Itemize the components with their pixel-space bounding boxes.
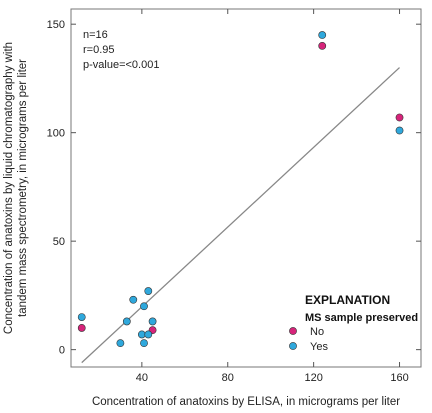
point-yes-9 <box>148 317 157 326</box>
x-tick-label-160: 160 <box>390 372 408 384</box>
tick-labels: 40 80 120 160 0 50 100 150 <box>47 19 409 384</box>
data-points <box>77 31 404 348</box>
y-tick-label-0: 0 <box>59 345 65 357</box>
point-yes-8 <box>144 287 153 295</box>
point-yes-6 <box>140 302 148 311</box>
point-no-2 <box>318 41 327 50</box>
stat-p-value: p-value=<0.001 <box>83 59 159 71</box>
plot-frame <box>70 8 422 368</box>
trend-line <box>81 67 400 364</box>
point-yes-3 <box>129 295 138 304</box>
point-yes-7 <box>144 330 153 339</box>
legend-label-no: No <box>310 326 324 338</box>
point-no-0 <box>77 324 86 332</box>
y-tick-label-150: 150 <box>47 19 65 31</box>
point-yes-11 <box>395 126 404 135</box>
legend-subtitle: MS sample preserved <box>305 312 418 324</box>
y-tick-label-100: 100 <box>47 128 65 140</box>
x-axis-title: Concentration of anatoxins by ELISA, in … <box>92 396 400 408</box>
y-axis-title-line-2: tandem mass spectrometry, in micrograms … <box>17 59 29 317</box>
tick-marks <box>71 9 421 367</box>
x-tick-label-40: 40 <box>136 372 148 384</box>
point-yes-4 <box>137 330 146 339</box>
legend: EXPLANATION MS sample preserved No Yes <box>289 293 418 353</box>
legend-title: EXPLANATION <box>305 293 390 307</box>
legend-swatch-no <box>289 327 297 335</box>
point-yes-0 <box>77 313 86 321</box>
point-no-3 <box>395 113 404 122</box>
point-yes-2 <box>122 317 131 326</box>
stats-block: n=16 r=0.95 p-value=<0.001 <box>83 29 159 71</box>
point-yes-1 <box>116 339 125 348</box>
point-yes-10 <box>318 31 327 39</box>
y-tick-label-50: 50 <box>53 236 65 248</box>
x-tick-label-80: 80 <box>222 372 234 384</box>
legend-swatch-yes <box>289 342 297 350</box>
y-axis-title-line-1: Concentration of anatoxins by liquid chr… <box>3 42 15 334</box>
stat-n: n=16 <box>83 29 108 41</box>
point-yes-5 <box>140 339 148 348</box>
legend-label-yes: Yes <box>310 341 328 353</box>
x-tick-label-120: 120 <box>304 372 322 384</box>
stat-r: r=0.95 <box>83 44 115 56</box>
